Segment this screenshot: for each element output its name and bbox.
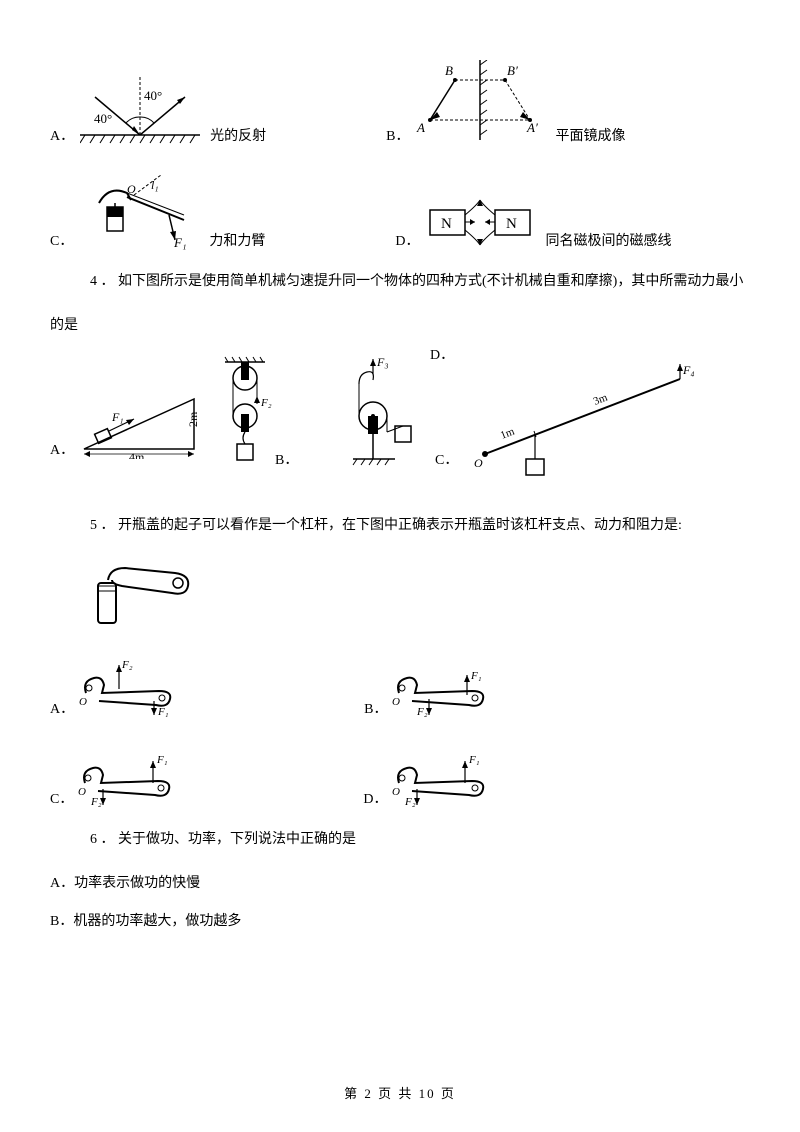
q4A-w: 4m	[129, 450, 145, 459]
q4-C-label: C．	[435, 449, 458, 469]
opener-A: O F₂ F₁	[74, 653, 184, 718]
opener-C: O F₁ F₂	[73, 743, 183, 808]
q4D-O: O	[474, 456, 483, 470]
q5-option-A: A． O F₂ F₁	[50, 653, 184, 718]
q3-option-B: B． B B′ A A′ 平面镜成像	[386, 60, 625, 145]
q6-text: 6 ． 关于做功、功率，下列说法中正确的是	[90, 826, 750, 854]
q5-B-label: B．	[364, 698, 387, 718]
q5A-O: O	[79, 696, 87, 708]
mark-l1: l₁	[151, 178, 159, 192]
q4-num: 4 ．	[90, 274, 115, 289]
opener-B: O F₂ F₁	[387, 653, 497, 718]
q5-text: 5 ． 开瓶盖的起子可以看作是一个杠杆，在下图中正确表示开瓶盖时该杠杆支点、动力…	[90, 512, 750, 540]
q5B-F2: F₂	[416, 706, 428, 718]
opener-D: O F₁ F₂	[387, 743, 497, 808]
q5B-F1: F₁	[470, 670, 482, 682]
bottle-opener-icon	[90, 558, 200, 628]
lever-arm-diagram: O l₁ F₁	[79, 165, 199, 250]
q4-text2: 的是	[50, 314, 750, 334]
q3-option-A: A． 40° 40° 光的反射	[50, 65, 266, 145]
q5-num: 5 ．	[90, 518, 115, 533]
pole-left: N	[441, 216, 452, 232]
magnetic-poles-diagram: N N	[425, 195, 535, 250]
q5A-F1: F₁	[157, 706, 169, 718]
q5-option-B: B． O F₂ F₁	[364, 653, 497, 718]
q4-row: D． A． F₁ 4m 2m	[50, 344, 750, 494]
q6-A: A．功率表示做功的快慢	[50, 872, 750, 892]
q3-A-caption: 光的反射	[210, 125, 266, 145]
q5D-F1: F₁	[468, 754, 480, 766]
q4-option-A: A． F₁ 4m 2m	[50, 379, 204, 459]
q3-D-caption: 同名磁极间的磁感线	[545, 230, 671, 250]
q3-A-label: A．	[50, 125, 74, 145]
q5C-F1: F₁	[156, 754, 168, 766]
q3-option-C: C． O l₁ F₁ 力和力臂	[50, 165, 265, 250]
mark-F1: F₁	[173, 235, 186, 250]
q5-body: 开瓶盖的起子可以看作是一个杠杆，在下图中正确表示开瓶盖时该杠杆支点、动力和阻力是…	[118, 518, 682, 533]
q4-body: 如下图所示是使用简单机械匀速提升同一个物体的四种方式(不计机械自重和摩擦)，其中…	[118, 274, 743, 289]
lever-diagram-q4: O F₄ 1m 3m	[470, 359, 700, 479]
q3-row2: C． O l₁ F₁ 力和力臂 D． N N	[50, 165, 750, 250]
q6-body: 关于做功、功率，下列说法中正确的是	[118, 832, 356, 847]
pt-Bp: B′	[507, 63, 518, 78]
q5-D-label: D．	[363, 788, 387, 808]
q4D-3m: 3m	[592, 391, 610, 407]
q5C-F2: F₂	[90, 796, 102, 808]
q3-B-caption: 平面镜成像	[555, 125, 625, 145]
pt-A: A	[416, 120, 425, 135]
q4B-F: F₂	[260, 397, 272, 409]
q4-option-B: F₂ B．	[215, 354, 298, 469]
q5-C-label: C．	[50, 788, 73, 808]
q5D-F2: F₂	[404, 796, 416, 808]
q5-A-label: A．	[50, 698, 74, 718]
q3-option-D: D． N N 同名磁极间的磁感线	[395, 195, 671, 250]
mark-O: O	[127, 182, 136, 196]
angle-right: 40°	[144, 88, 162, 103]
q4D-F: F₄	[682, 363, 695, 377]
pulley-fixed-diagram: F₃	[345, 354, 435, 469]
q5-row1: A． O F₂ F₁ B． O F₂ F₁	[50, 653, 750, 718]
reflection-diagram: 40° 40°	[80, 65, 200, 145]
q3-D-label: D．	[395, 230, 419, 250]
q3-B-label: B．	[386, 125, 409, 145]
q5-option-D: D． O F₁ F₂	[363, 743, 497, 808]
q6-num: 6 ．	[90, 832, 115, 847]
pt-Ap: A′	[526, 120, 538, 135]
angle-left: 40°	[94, 111, 112, 126]
q5-row2: C． O F₁ F₂ D． O F₁ F₂	[50, 743, 750, 808]
q4-text: 4 ． 如下图所示是使用简单机械匀速提升同一个物体的四种方式(不计机械自重和摩擦…	[90, 268, 750, 296]
pulley-movable-diagram: F₂	[215, 354, 275, 469]
q5A-F2: F₂	[121, 659, 133, 671]
incline-diagram: F₁ 4m 2m	[74, 379, 204, 459]
q4-option-D: O F₄ 1m 3m	[470, 359, 700, 479]
q5C-O: O	[78, 786, 86, 798]
q3-C-label: C．	[50, 230, 73, 250]
q4-A-label: A．	[50, 439, 74, 459]
q4A-h: 2m	[186, 411, 200, 427]
q5D-O: O	[392, 786, 400, 798]
pole-right: N	[506, 216, 517, 232]
q3-C-caption: 力和力臂	[209, 230, 265, 250]
pt-B: B	[445, 63, 453, 78]
page-footer: 第 2 页 共 10 页	[0, 1083, 800, 1102]
q3-row1: A． 40° 40° 光的反射 B．	[50, 60, 750, 145]
q5-hero	[90, 558, 750, 628]
q5-option-C: C． O F₁ F₂	[50, 743, 183, 808]
q4-B-label: B．	[275, 449, 298, 469]
q4A-F: F₁	[111, 410, 124, 424]
q5B-O: O	[392, 696, 400, 708]
q4C-F: F₃	[376, 355, 389, 369]
q4-option-C: F₃ C．	[345, 354, 458, 469]
q6-B: B．机器的功率越大，做功越多	[50, 910, 750, 930]
q4D-1m: 1m	[499, 425, 517, 441]
mirror-diagram: B B′ A A′	[415, 60, 545, 145]
